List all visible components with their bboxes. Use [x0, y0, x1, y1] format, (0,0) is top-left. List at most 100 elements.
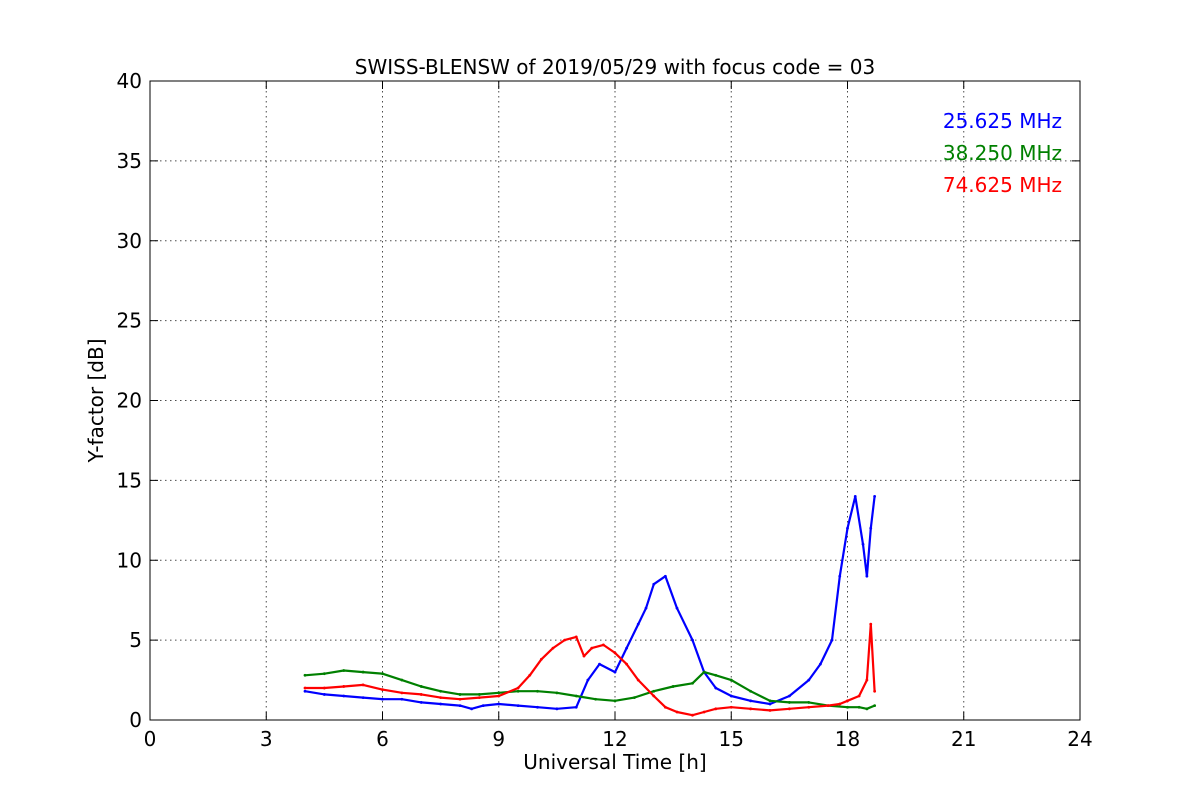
data-point-38-250-mhz: [342, 669, 346, 672]
data-point-25-625-mhz: [322, 693, 326, 696]
data-point-74-625-mhz: [439, 696, 443, 700]
data-point-38-250-mhz: [691, 681, 694, 685]
data-point-74-625-mhz: [303, 686, 307, 690]
data-point-25-625-mhz: [419, 701, 423, 704]
data-point-74-625-mhz: [652, 694, 656, 698]
grid: [150, 81, 1080, 720]
y-tick-label: 40: [117, 69, 142, 93]
data-point-38-250-mhz: [768, 699, 772, 703]
data-point-38-250-mhz: [652, 689, 656, 693]
data-point-38-250-mhz: [613, 699, 617, 703]
data-point-25-625-mhz: [342, 694, 346, 698]
data-point-38-250-mhz: [555, 691, 559, 695]
data-point-25-625-mhz: [555, 707, 559, 711]
data-point-74-625-mhz: [563, 638, 567, 642]
data-point-74-625-mhz: [636, 678, 640, 682]
y-tick-label: 35: [117, 149, 142, 173]
data-point-25-625-mhz: [400, 697, 404, 701]
data-point-25-625-mhz: [749, 699, 753, 703]
data-point-25-625-mhz: [652, 582, 656, 586]
data-point-74-625-mhz: [419, 693, 423, 696]
x-tick-label: 9: [492, 727, 505, 751]
data-point-74-625-mhz: [865, 678, 869, 682]
x-tick-label: 18: [835, 727, 860, 751]
x-tick-label: 3: [260, 727, 273, 751]
data-point-38-250-mhz: [516, 689, 520, 693]
data-point-25-625-mhz: [303, 689, 307, 693]
legend-entry: 25.625 MHz: [943, 109, 1062, 133]
data-point-25-625-mhz: [768, 702, 772, 706]
data-point-74-625-mhz: [322, 686, 326, 690]
data-point-74-625-mhz: [768, 709, 772, 712]
data-point-38-250-mhz: [458, 693, 462, 696]
data-point-25-625-mhz: [497, 702, 501, 706]
data-point-74-625-mhz: [873, 689, 877, 693]
data-point-25-625-mhz: [818, 662, 822, 666]
y-tick-labels: 0 5 10 15 20 25 30 35 40: [117, 69, 142, 732]
data-point-25-625-mhz: [865, 574, 869, 578]
data-point-74-625-mhz: [807, 705, 811, 709]
data-point-38-250-mhz: [807, 701, 811, 704]
data-point-74-625-mhz: [342, 685, 346, 688]
data-point-25-625-mhz: [714, 686, 718, 690]
data-point-74-625-mhz: [590, 646, 594, 650]
data-point-38-250-mhz: [749, 689, 753, 693]
data-point-25-625-mhz: [663, 574, 667, 578]
data-point-25-625-mhz: [787, 694, 791, 698]
data-point-25-625-mhz: [458, 704, 462, 708]
data-point-38-250-mhz: [594, 697, 598, 701]
data-point-74-625-mhz: [702, 710, 706, 714]
data-point-38-250-mhz: [400, 678, 404, 682]
data-point-38-250-mhz: [574, 694, 578, 698]
legend-entry: 74.625 MHz: [943, 173, 1062, 197]
data-point-38-250-mhz: [787, 701, 791, 704]
data-point-25-625-mhz: [613, 670, 617, 674]
data-point-38-250-mhz: [536, 689, 539, 693]
data-point-38-250-mhz: [439, 689, 443, 693]
y-tick-label: 30: [117, 229, 142, 253]
data-point-74-625-mhz: [574, 635, 578, 639]
data-point-25-625-mhz: [838, 574, 842, 578]
data-point-38-250-mhz: [714, 673, 718, 677]
data-point-74-625-mhz: [663, 705, 667, 709]
data-point-25-625-mhz: [861, 542, 865, 546]
chart-title: SWISS-BLENSW of 2019/05/29 with focus co…: [355, 55, 876, 79]
data-point-74-625-mhz: [477, 696, 481, 700]
data-point-25-625-mhz: [729, 694, 733, 698]
x-tick-label: 24: [1067, 727, 1092, 751]
x-tick-label: 15: [719, 727, 744, 751]
y-tick-label: 0: [129, 708, 142, 732]
series-layer: [303, 494, 877, 717]
data-point-38-250-mhz: [361, 670, 365, 674]
data-point-38-250-mhz: [303, 673, 307, 677]
data-point-25-625-mhz: [598, 662, 601, 666]
data-point-74-625-mhz: [625, 662, 629, 666]
data-point-74-625-mhz: [714, 707, 718, 711]
data-point-74-625-mhz: [787, 707, 791, 711]
y-tick-label: 20: [117, 389, 142, 413]
data-point-38-250-mhz: [419, 685, 423, 688]
y-tick-label: 15: [117, 468, 142, 492]
data-point-25-625-mhz: [853, 494, 857, 498]
data-point-74-625-mhz: [361, 683, 365, 687]
data-point-38-250-mhz: [865, 707, 869, 711]
data-point-38-250-mhz: [702, 670, 706, 674]
data-point-74-625-mhz: [846, 699, 849, 703]
data-point-74-625-mhz: [551, 646, 555, 650]
data-point-74-625-mhz: [869, 622, 873, 626]
data-point-25-625-mhz: [574, 705, 578, 709]
data-point-74-625-mhz: [601, 643, 605, 647]
data-point-38-250-mhz: [846, 705, 849, 709]
data-point-25-625-mhz: [625, 646, 629, 650]
data-point-74-625-mhz: [539, 657, 543, 661]
data-point-74-625-mhz: [516, 686, 520, 690]
data-point-38-250-mhz: [671, 685, 675, 688]
data-point-38-250-mhz: [477, 693, 481, 696]
data-point-38-250-mhz: [497, 691, 501, 695]
data-point-38-250-mhz: [729, 678, 733, 682]
x-tick-label: 21: [951, 727, 976, 751]
y-tick-label: 5: [129, 628, 142, 652]
x-axis-title: Universal Time [h]: [523, 750, 706, 774]
data-point-25-625-mhz: [873, 494, 877, 498]
